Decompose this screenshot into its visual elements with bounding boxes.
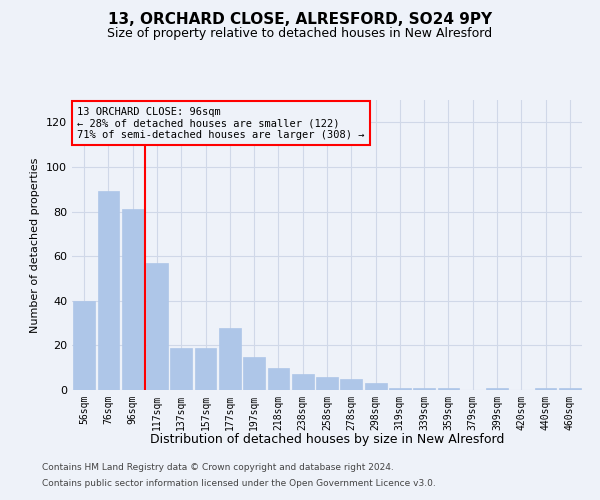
Text: 13, ORCHARD CLOSE, ALRESFORD, SO24 9PY: 13, ORCHARD CLOSE, ALRESFORD, SO24 9PY xyxy=(108,12,492,28)
Bar xyxy=(219,328,241,390)
Bar xyxy=(535,388,556,390)
Bar xyxy=(413,388,435,390)
Bar xyxy=(365,384,386,390)
Bar xyxy=(292,374,314,390)
Bar xyxy=(437,388,460,390)
Bar xyxy=(340,379,362,390)
Bar xyxy=(243,356,265,390)
Text: Contains public sector information licensed under the Open Government Licence v3: Contains public sector information licen… xyxy=(42,478,436,488)
Bar xyxy=(486,388,508,390)
Text: 13 ORCHARD CLOSE: 96sqm
← 28% of detached houses are smaller (122)
71% of semi-d: 13 ORCHARD CLOSE: 96sqm ← 28% of detache… xyxy=(77,106,364,140)
Bar xyxy=(194,348,217,390)
Bar xyxy=(122,210,143,390)
Bar xyxy=(170,348,192,390)
Text: Contains HM Land Registry data © Crown copyright and database right 2024.: Contains HM Land Registry data © Crown c… xyxy=(42,464,394,472)
Bar xyxy=(268,368,289,390)
Y-axis label: Number of detached properties: Number of detached properties xyxy=(31,158,40,332)
Text: Distribution of detached houses by size in New Alresford: Distribution of detached houses by size … xyxy=(150,432,504,446)
Bar xyxy=(73,301,95,390)
Bar xyxy=(389,388,411,390)
Bar xyxy=(316,376,338,390)
Bar xyxy=(97,192,119,390)
Bar xyxy=(559,388,581,390)
Bar xyxy=(146,263,168,390)
Text: Size of property relative to detached houses in New Alresford: Size of property relative to detached ho… xyxy=(107,28,493,40)
